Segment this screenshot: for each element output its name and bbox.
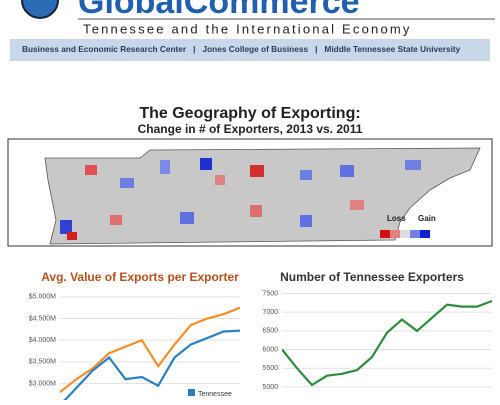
y-tick-label: 7500: [262, 290, 278, 297]
chart-title: Number of Tennessee Exporters: [280, 270, 464, 284]
y-tick-label: $3.000M: [29, 380, 56, 387]
y-tick-label: $5.000M: [29, 294, 56, 301]
globe-icon: [21, 0, 59, 19]
y-tick-label: 6500: [262, 328, 278, 335]
y-tick-label: 6000: [262, 346, 278, 353]
nav-item: Business and Economic Research Center: [22, 44, 187, 54]
state-shape: [44, 147, 481, 245]
y-tick-label: $4.500M: [29, 315, 56, 322]
nav-bar: [10, 39, 490, 61]
nav-item: |: [315, 44, 317, 54]
series-line: [63, 329, 240, 400]
legend-label: Tennessee: [198, 391, 232, 398]
legend-label: Loss: [387, 214, 406, 223]
nav: Business and Economic Research Center | Jo…: [22, 44, 461, 54]
nav-item: Jones College of Business: [202, 44, 308, 54]
legend-swatch: [188, 389, 195, 396]
series-line: [60, 306, 240, 394]
map-legend-swatches: [380, 230, 430, 238]
series-line: [282, 299, 492, 387]
map-subtitle: Change in # of Exporters, 2013 vs. 2011: [138, 122, 363, 136]
logo: GlobalCommerce: [78, 0, 360, 21]
nav-item: |: [193, 44, 195, 54]
y-tick-label: $4.000M: [29, 337, 56, 344]
nav-item: Middle Tennessee State University: [324, 44, 460, 54]
legend-label: Gain: [418, 214, 436, 223]
y-tick-label: 5500: [262, 365, 278, 372]
y-tick-label: 5000: [262, 384, 278, 391]
y-tick-label: 7000: [262, 309, 278, 316]
y-tick-label: $3.500M: [29, 359, 56, 366]
county-patches: [60, 158, 421, 240]
map-title: The Geography of Exporting:: [139, 105, 360, 122]
tagline: Tennessee and the International Economy: [83, 21, 412, 36]
chart-title: Avg. Value of Exports per Exporter: [41, 270, 239, 284]
